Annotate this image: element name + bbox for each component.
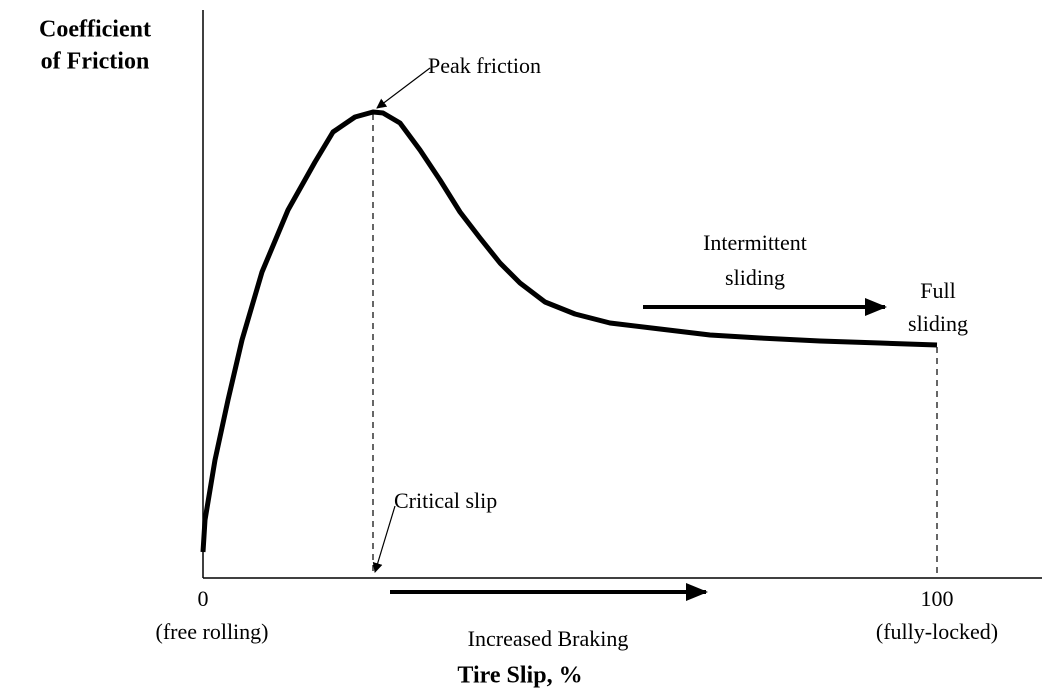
x-axis-label: Tire Slip, % — [457, 663, 582, 688]
x-tick-caption: (free rolling) — [156, 619, 269, 644]
y-axis-label: of Friction — [41, 49, 150, 75]
peak-arrow — [376, 67, 431, 109]
annotation: sliding — [725, 265, 785, 290]
annotation: Increased Braking — [468, 626, 629, 651]
annotation: Critical slip — [394, 488, 497, 513]
critical-arrow — [372, 505, 396, 573]
annotation: sliding — [908, 311, 968, 336]
x-tick-label: 100 — [921, 586, 954, 611]
friction-curve — [200, 109, 938, 553]
x-tick-caption: (fully-locked) — [876, 619, 998, 644]
annotation: Peak friction — [428, 53, 541, 78]
annotation: Full — [920, 278, 955, 303]
y-axis-label: Coefficient — [39, 17, 151, 43]
x-tick-label: 0 — [198, 586, 209, 611]
annotation: Intermittent — [703, 230, 807, 255]
